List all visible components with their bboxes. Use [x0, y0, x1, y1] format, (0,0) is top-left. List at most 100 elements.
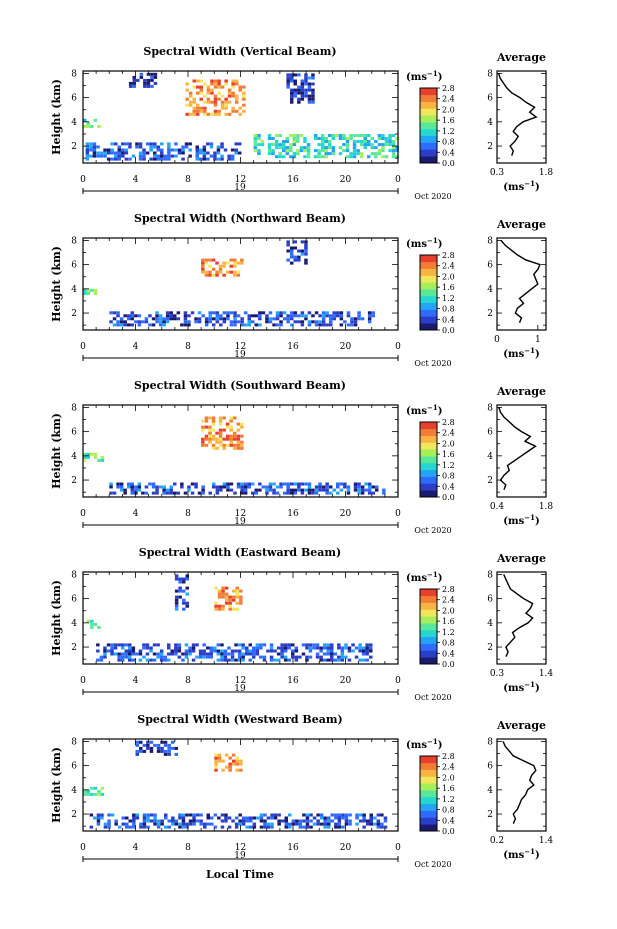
heatmap-cell [307, 485, 312, 489]
heatmap-cell [313, 137, 318, 140]
heatmap-cell [332, 488, 336, 492]
heatmap-cell [229, 443, 233, 447]
heatmap-cell [336, 485, 340, 489]
heatmap-cell [211, 258, 216, 262]
average-x-label-close: ) [535, 516, 540, 527]
heatmap-cell [286, 73, 290, 77]
heatmap-cell [240, 440, 244, 444]
heatmap-cell [190, 491, 195, 495]
heatmap-cell [311, 82, 315, 86]
heatmap-cell [206, 142, 210, 146]
heatmap-cell [170, 740, 175, 744]
heatmap-cell [236, 261, 241, 265]
heatmap-cell [120, 646, 125, 650]
average-y-tick-label: 6 [487, 762, 493, 772]
heatmap-cell [315, 643, 320, 647]
heatmap-cell [295, 822, 299, 826]
heatmap-cell [345, 143, 350, 147]
heatmap-cell [235, 589, 239, 593]
heatmap-cell [100, 792, 105, 796]
heatmap-cell [367, 311, 372, 315]
heatmap-cell [125, 825, 129, 829]
heatmap-cell [93, 452, 98, 456]
heatmap-cell [89, 145, 93, 149]
heatmap-cell [321, 320, 326, 324]
heatmap-cell [156, 743, 161, 747]
heatmap-cell [156, 643, 160, 647]
heatmap-cell [169, 485, 173, 489]
heatmap-cell [357, 314, 361, 318]
average-y-tick-label: 6 [487, 428, 493, 438]
heatmap-cell [156, 749, 161, 753]
heatmap-cell [268, 320, 273, 324]
heatmap-cell [358, 646, 362, 650]
heatmap-cell [293, 311, 297, 315]
heatmap-cell [217, 79, 221, 83]
heatmap-cell [321, 134, 325, 137]
heatmap-cell [203, 82, 207, 86]
heatmap-cell [203, 94, 207, 98]
heatmap-cell [187, 485, 191, 489]
heatmap-cell [344, 643, 348, 647]
heatmap-cell [283, 658, 288, 662]
heatmap-cell [319, 649, 323, 653]
heatmap-cell [190, 482, 195, 486]
heatmap-cell [90, 786, 94, 790]
heatmap-cell [164, 825, 168, 829]
heatmap-cell [335, 134, 339, 137]
heatmap-cell [258, 311, 262, 315]
heatmap-cell [235, 601, 239, 605]
y-tick-label: 6 [71, 94, 77, 104]
heatmap-cell [377, 134, 382, 137]
heatmap-cell [159, 652, 164, 656]
panel-5: Spectral Width (Westward Beam)0 4 8 12 16 20 0… [50, 713, 553, 869]
heatmap-cell [218, 434, 223, 438]
colorbar-frame [419, 254, 438, 331]
heatmap-cell [128, 157, 132, 161]
y-tick-label: 4 [71, 619, 77, 629]
average-x-label-close: ) [535, 182, 540, 193]
heatmap-cell [187, 314, 191, 318]
heatmap-cell [232, 595, 236, 599]
x-tick-label: 20 [340, 342, 352, 352]
heatmap-cell [174, 822, 179, 826]
heatmap-cell [277, 822, 281, 826]
colorbar-segment [420, 88, 437, 96]
heatmap-cell [330, 655, 334, 659]
heatmap-cell [135, 816, 140, 820]
heatmap-cell [212, 317, 216, 321]
heatmap-cell [235, 762, 239, 766]
heatmap-cell [148, 323, 152, 327]
heatmap-cell [286, 482, 290, 486]
heatmap-cell [110, 649, 114, 653]
heatmap-cell [195, 643, 199, 647]
heatmap-cell [220, 157, 224, 161]
heatmap-cell [363, 137, 367, 140]
colorbar-tick-label: 2.8 [442, 251, 455, 260]
heatmap-cell [93, 288, 98, 292]
heatmap-cell [220, 658, 224, 662]
average-y-tick-label: 6 [487, 261, 493, 271]
heatmap-cell [351, 643, 355, 647]
heatmap-cell [222, 443, 226, 447]
heatmap-cell [325, 314, 329, 318]
heatmap-cell [249, 825, 253, 829]
heatmap-cell [222, 311, 227, 315]
heatmap-cell [282, 146, 286, 150]
heatmap-cell [156, 145, 160, 149]
heatmap-cell [313, 134, 318, 137]
heatmap-cell [208, 431, 212, 435]
heatmap-cell [286, 317, 290, 321]
heatmap-cell [322, 643, 327, 647]
heatmap-cell [329, 314, 333, 318]
heatmap-cell [367, 488, 372, 492]
heatmap-cell [307, 85, 312, 89]
heatmap-cell [233, 491, 237, 495]
heatmap-cell [119, 482, 124, 486]
heatmap-cell [146, 816, 150, 820]
colorbar-tick-label: 0.8 [442, 305, 455, 314]
average-y-tick-label: 8 [487, 737, 493, 747]
heatmap-cell [235, 586, 239, 590]
heatmap-cell [229, 320, 234, 324]
